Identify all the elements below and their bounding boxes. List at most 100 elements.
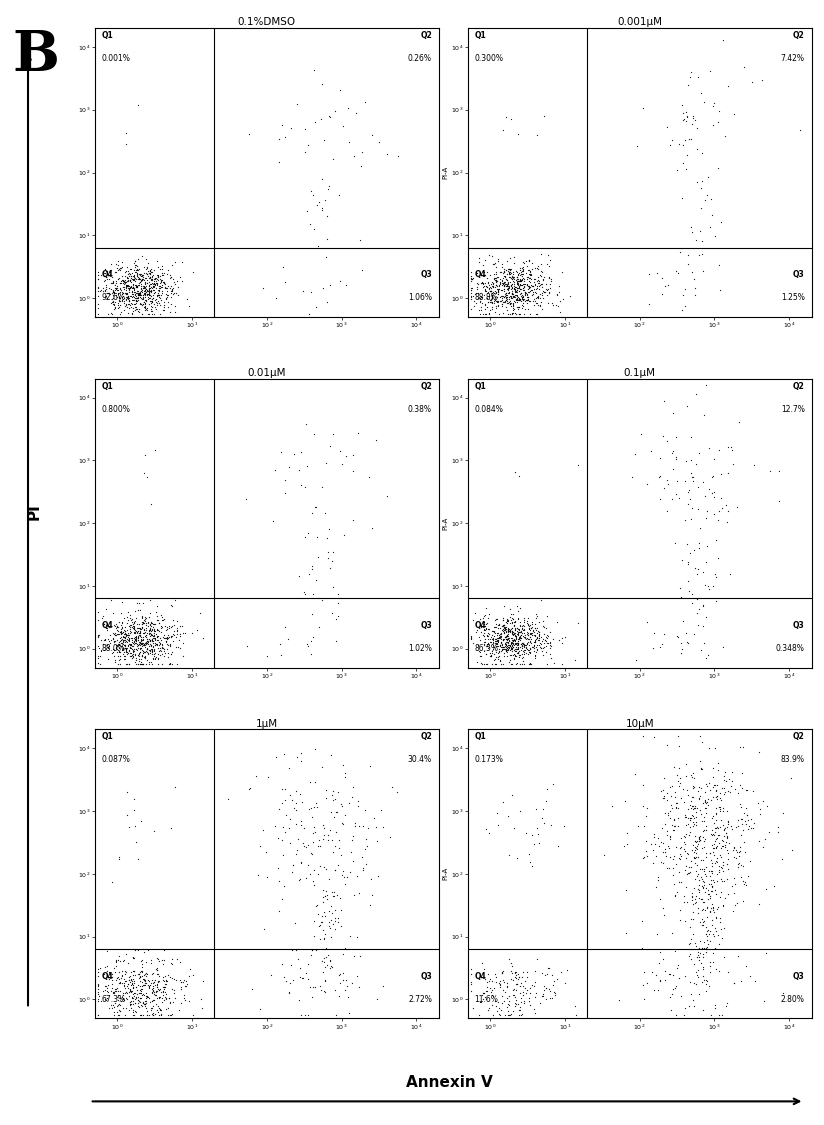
Point xyxy=(530,605,543,623)
Point xyxy=(121,285,134,303)
Point xyxy=(503,295,517,313)
Point xyxy=(100,268,113,286)
Point xyxy=(548,972,561,990)
Point xyxy=(129,633,143,651)
Point xyxy=(317,130,330,148)
Point xyxy=(92,1006,105,1024)
Point xyxy=(637,99,650,117)
Point xyxy=(473,631,486,649)
Point xyxy=(486,255,499,273)
Point xyxy=(166,597,179,615)
Point xyxy=(504,294,517,312)
Point xyxy=(119,267,132,285)
Point xyxy=(130,649,143,667)
Point xyxy=(698,893,711,911)
Point xyxy=(511,268,524,286)
Point xyxy=(331,914,344,932)
Point xyxy=(516,620,529,638)
Point xyxy=(506,619,519,637)
Point xyxy=(141,642,154,660)
Point xyxy=(715,1006,728,1024)
Point xyxy=(762,824,775,842)
Point xyxy=(700,858,713,876)
Point xyxy=(693,933,706,951)
Point xyxy=(691,865,705,883)
Point xyxy=(531,260,545,278)
Point xyxy=(597,846,611,864)
Point xyxy=(352,817,365,835)
Point xyxy=(499,619,512,637)
Point xyxy=(658,971,671,989)
Point xyxy=(122,971,135,989)
Point xyxy=(124,271,137,289)
Point xyxy=(717,30,730,48)
Point xyxy=(152,621,165,639)
Point xyxy=(502,288,515,306)
Point xyxy=(335,794,348,812)
Point xyxy=(510,270,523,288)
Point xyxy=(720,818,733,836)
Point xyxy=(287,855,300,873)
Point xyxy=(613,991,626,1009)
Point xyxy=(140,630,153,648)
Point xyxy=(283,810,297,828)
Point xyxy=(124,982,137,1000)
Point xyxy=(709,909,723,927)
Point xyxy=(695,900,709,918)
Point xyxy=(629,446,642,463)
Point xyxy=(541,965,554,983)
Point xyxy=(152,295,166,313)
Point xyxy=(128,270,141,288)
Point xyxy=(495,289,508,307)
Point xyxy=(695,778,708,796)
Point xyxy=(670,628,683,646)
Point xyxy=(487,640,500,658)
Point xyxy=(133,270,147,288)
Point xyxy=(493,292,506,310)
Point xyxy=(679,816,692,834)
Point xyxy=(760,944,773,962)
Point xyxy=(499,638,513,656)
Point xyxy=(513,272,527,290)
Point xyxy=(700,879,713,897)
Point xyxy=(700,918,713,936)
Point xyxy=(358,840,372,858)
Point xyxy=(307,832,320,850)
Point xyxy=(138,624,151,642)
Point xyxy=(734,972,747,990)
Point xyxy=(96,636,110,654)
Point xyxy=(142,632,155,650)
Point xyxy=(536,800,550,818)
Point xyxy=(685,809,698,827)
Point xyxy=(697,933,710,951)
Point xyxy=(306,988,319,1006)
Point xyxy=(711,926,724,944)
Point xyxy=(292,951,305,969)
Point xyxy=(115,631,128,649)
Point xyxy=(308,861,321,879)
Point xyxy=(124,279,137,297)
Point xyxy=(503,638,516,656)
Point xyxy=(99,976,112,994)
Point xyxy=(502,619,515,637)
Point xyxy=(164,618,177,636)
Point xyxy=(326,782,339,800)
Point xyxy=(479,281,492,299)
Point xyxy=(507,632,520,650)
Point xyxy=(524,276,537,294)
Point xyxy=(476,984,489,1002)
Point xyxy=(693,944,706,962)
Point xyxy=(115,641,129,659)
Point xyxy=(496,269,509,287)
Point xyxy=(491,292,504,310)
Point xyxy=(658,816,672,834)
Point xyxy=(346,446,359,463)
Point xyxy=(517,636,531,654)
Point xyxy=(513,290,527,308)
Point xyxy=(528,292,541,310)
Point xyxy=(146,614,159,632)
Point xyxy=(526,621,539,639)
Point xyxy=(697,832,710,850)
Point xyxy=(475,288,488,306)
Point xyxy=(738,843,751,861)
